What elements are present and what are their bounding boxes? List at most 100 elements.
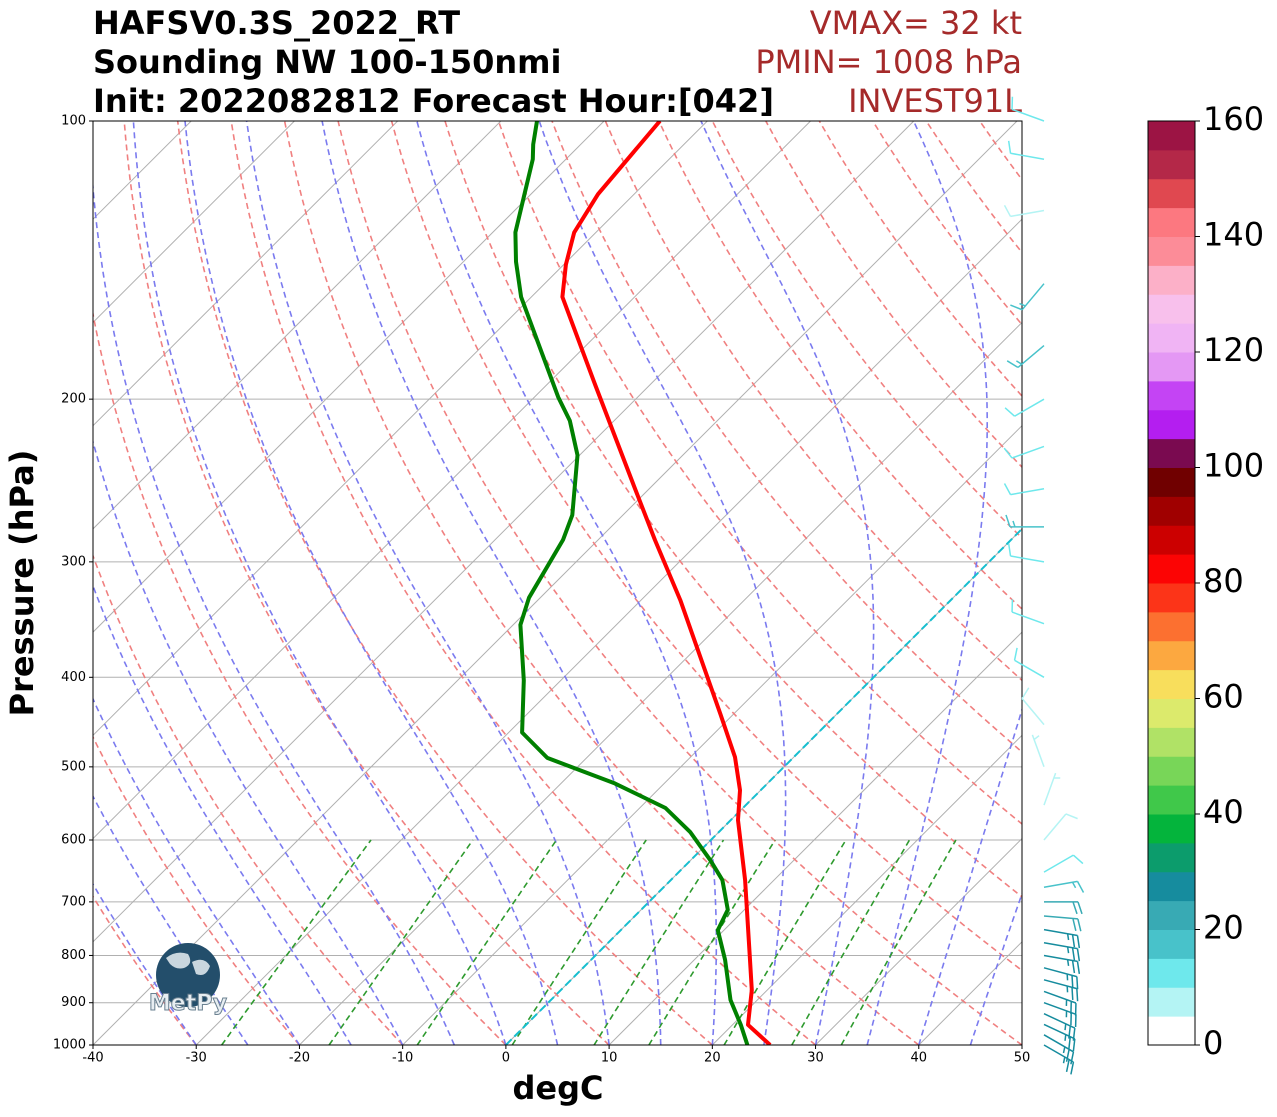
colorbar-swatch [1148, 525, 1195, 555]
logo-text: MetPy [149, 991, 227, 1016]
mixing-ratio-line [648, 839, 776, 1045]
wind-barb [1013, 647, 1045, 678]
wind-barb [1003, 445, 1045, 459]
moist-adiabat [245, 121, 610, 1045]
profile-line [560, 121, 772, 1045]
logo: MetPy [148, 943, 228, 1017]
logo-land [166, 952, 210, 975]
moist-adiabat [918, 707, 1022, 1045]
isotherm [93, 121, 708, 737]
moist-adiabat [93, 794, 249, 1045]
wind-barb [1043, 813, 1078, 841]
colorbar-swatch [1148, 987, 1195, 1017]
dry-adiabat [711, 121, 1022, 540]
x-axis-label: degC [513, 1069, 604, 1107]
isotherm [93, 121, 399, 427]
colorbar-swatch [1148, 640, 1195, 671]
chart-title: Init: 2022082812 Forecast Hour:[042] [93, 82, 774, 120]
colorbar-swatch [1148, 554, 1195, 584]
wind-barb [1043, 1023, 1076, 1052]
annotation: INVEST91L [848, 82, 1022, 120]
colorbar-tick-label: 0 [1203, 1024, 1223, 1062]
mixing-ratio-line [328, 839, 474, 1045]
isotherm [402, 424, 1022, 1045]
colorbar-swatch [1148, 178, 1195, 209]
x-tick-label: -10 [392, 1051, 413, 1066]
colorbar-swatch [1148, 496, 1195, 526]
y-axis-label: Pressure (hPa) [3, 450, 41, 717]
wind-barb [1043, 1001, 1077, 1028]
y-tick-label: 600 [61, 833, 86, 848]
dry-adiabat [497, 121, 1022, 826]
wind-barb [1006, 345, 1045, 369]
dry-adiabat [93, 310, 507, 1045]
mixing-ratio-line [593, 839, 725, 1045]
colorbar-swatch [1148, 871, 1195, 902]
moist-adiabat [93, 697, 301, 1045]
colorbar-swatch [1148, 236, 1195, 266]
plot-data [505, 121, 1022, 1045]
mixing-ratio-line [416, 839, 558, 1045]
chart-title: HAFSV0.3S_2022_RT [93, 4, 460, 42]
moist-adiabat [93, 439, 404, 1045]
colorbar-swatch [1148, 842, 1195, 873]
dry-adiabat [444, 121, 1022, 898]
colorbar-swatch [1148, 265, 1195, 295]
colorbar-swatch [1148, 352, 1195, 382]
colorbar-swatch [1148, 929, 1195, 959]
mixing-ratio-line [791, 839, 911, 1045]
wind-barb [1031, 734, 1045, 768]
colorbar-tick-label: 80 [1203, 562, 1244, 600]
wind-barb [1043, 979, 1079, 1002]
mixing-ratio-line [723, 839, 847, 1045]
moist-adiabat [700, 121, 875, 1045]
colorbar-tick-label: 40 [1203, 793, 1244, 831]
dry-adiabat [551, 121, 1022, 753]
mixing-ratio-line [221, 839, 372, 1045]
y-tick-label: 200 [61, 392, 86, 407]
colorbar-swatch [1148, 1016, 1195, 1046]
x-tick-label: -40 [82, 1051, 103, 1066]
isotherm [93, 121, 1018, 1045]
wind-barb [1004, 398, 1045, 417]
wind-barb [1043, 772, 1061, 806]
chart-title: Sounding NW 100-150nmi [93, 43, 561, 81]
wind-barb [1043, 928, 1081, 949]
wind-barb [1043, 967, 1079, 990]
isotherm [93, 121, 502, 530]
dry-adiabat [93, 553, 404, 1045]
colorbar-swatch [1148, 958, 1195, 988]
isotherm [93, 121, 915, 943]
dry-adiabat [1247, 121, 1277, 1045]
isotherm [93, 121, 811, 840]
colorbar-swatch [1148, 756, 1195, 786]
wind-barb [1043, 880, 1085, 893]
dry-adiabat [230, 121, 817, 1045]
isotherm [608, 631, 1022, 1045]
plot-frame [92, 120, 1023, 1046]
x-tick-label: 50 [1014, 1051, 1031, 1066]
wind-barb [1043, 1044, 1075, 1075]
colorbar-swatch [1148, 727, 1195, 757]
annotation: VMAX= 32 kt [810, 4, 1022, 42]
colorbar-tick-label: 60 [1203, 678, 1244, 716]
moist-adiabat [321, 121, 662, 1045]
dry-adiabat [176, 121, 713, 1045]
dry-adiabat [93, 895, 197, 1045]
x-tick-label: 30 [807, 1051, 824, 1066]
wind-barb [1010, 283, 1045, 311]
isotherm [815, 837, 1022, 1045]
colorbar-tick-label: 100 [1203, 447, 1264, 485]
dry-adiabat [604, 121, 1022, 682]
dry-adiabat [93, 735, 301, 1045]
dry-adiabat [123, 121, 610, 1045]
colorbar-swatch [1148, 669, 1195, 699]
moist-adiabat [184, 121, 559, 1045]
colorbar-swatch [1148, 698, 1195, 728]
y-tick-label: 500 [61, 759, 86, 774]
wind-barb [1044, 901, 1083, 915]
colorbar-tick-label: 120 [1203, 331, 1264, 369]
isotherm [299, 321, 1022, 1045]
x-tick-label: 0 [502, 1051, 510, 1066]
